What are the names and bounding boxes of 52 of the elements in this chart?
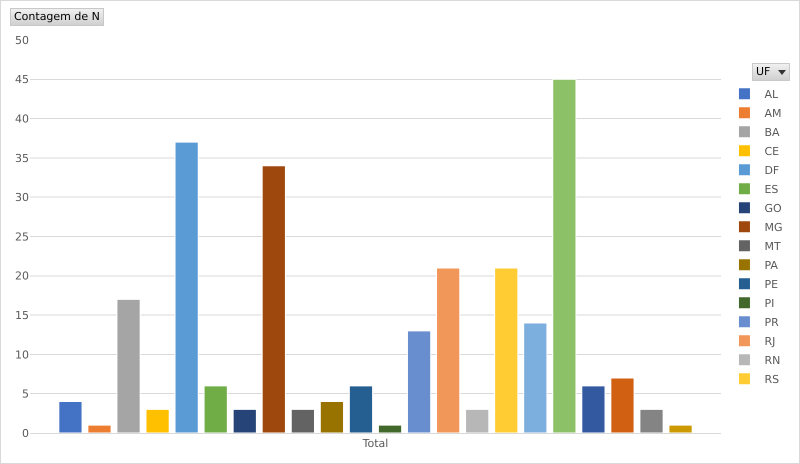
bar [639, 408, 664, 433]
y-tick-label: 50 [15, 34, 29, 47]
legend-label: BA [764, 126, 780, 140]
legend-label: MT [764, 240, 781, 254]
legend-label: PA [764, 259, 778, 272]
bar [523, 322, 548, 433]
y-tick-label: 45 [15, 73, 29, 86]
y-tick-label: 15 [15, 308, 29, 322]
legend-label: RN [764, 354, 780, 368]
bar [581, 385, 606, 433]
y-tick-label: 20 [15, 270, 29, 283]
bar [668, 424, 693, 433]
bar [320, 401, 344, 433]
y-tick-label: 5 [22, 388, 29, 401]
legend-label: GO [764, 202, 782, 216]
chart-title: Contagem de N [10, 8, 104, 26]
bar [174, 142, 199, 433]
legend-label: PI [764, 297, 774, 310]
bar [58, 401, 83, 433]
y-tick-label: 0 [22, 426, 29, 440]
bar [262, 165, 286, 433]
bar [204, 385, 228, 433]
bar [610, 377, 635, 433]
bar [232, 408, 257, 433]
legend-label: DF [764, 164, 780, 178]
legend-label: RS [764, 373, 780, 386]
legend-label: RJ [764, 335, 776, 348]
y-tick-label: 10 [15, 348, 29, 362]
legend-label: AL [764, 88, 779, 102]
y-tick-label: 25 [15, 230, 29, 244]
bar [87, 424, 112, 433]
bar [290, 408, 315, 433]
legend-title: UF [756, 65, 770, 79]
legend-label: MG [764, 221, 782, 234]
bar [406, 330, 432, 433]
y-tick-label: 35 [15, 152, 29, 165]
bar [436, 267, 460, 433]
bar [348, 385, 374, 433]
legend-label: CE [764, 145, 780, 158]
bar [145, 408, 170, 433]
legend-label: PR [764, 316, 780, 330]
bar [552, 78, 576, 433]
bar [116, 298, 141, 433]
legend-label: AM [764, 107, 782, 120]
bar [465, 408, 490, 433]
x-tick-label: Total [362, 437, 388, 450]
legend-label: PE [764, 278, 778, 292]
bar [494, 267, 518, 433]
legend-label: ES [764, 183, 778, 196]
y-tick-label: 30 [15, 191, 29, 204]
bar [378, 424, 402, 433]
y-tick-label: 40 [15, 112, 29, 126]
